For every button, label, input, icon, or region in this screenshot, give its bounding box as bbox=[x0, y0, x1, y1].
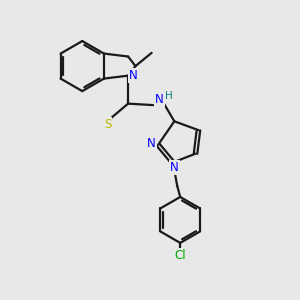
Text: N: N bbox=[129, 69, 138, 82]
Text: Cl: Cl bbox=[174, 249, 186, 262]
Text: N: N bbox=[147, 137, 156, 150]
Text: S: S bbox=[104, 118, 111, 131]
Text: H: H bbox=[165, 91, 173, 101]
Text: N: N bbox=[170, 161, 179, 174]
Text: N: N bbox=[155, 93, 164, 106]
